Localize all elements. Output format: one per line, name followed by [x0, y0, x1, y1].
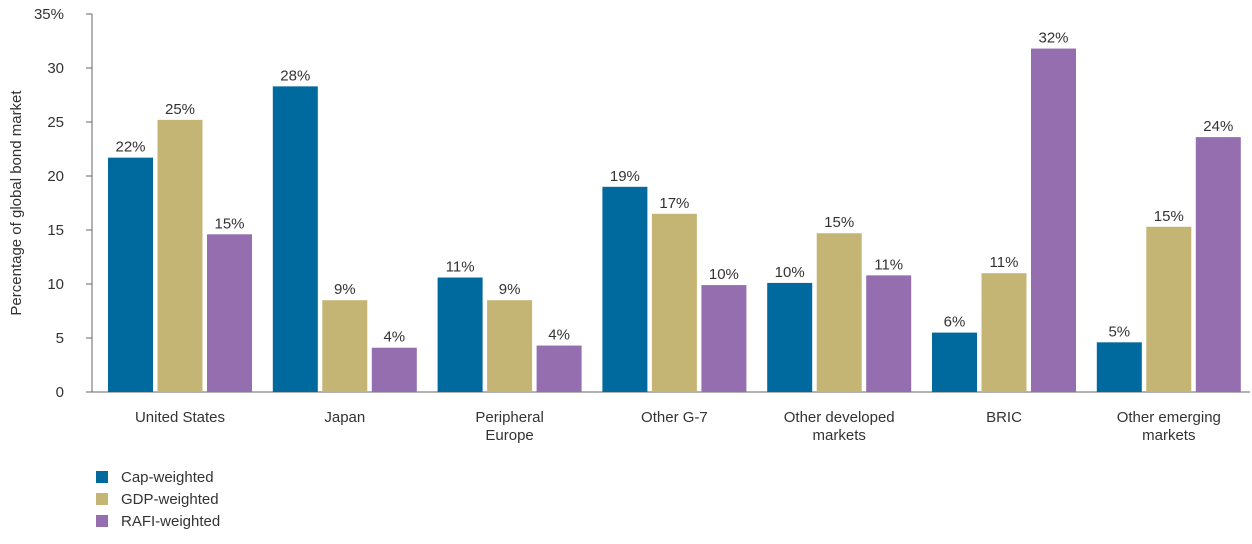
data-label: 10%: [775, 264, 805, 281]
category-label: United States: [135, 409, 225, 426]
category-label: Japan: [324, 409, 365, 426]
bar-rafi-weighted: [866, 275, 912, 392]
bar-rafi-weighted: [1031, 48, 1076, 393]
legend: Cap-weighted GDP-weighted RAFI-weighted: [96, 466, 220, 532]
legend-label-rafi-weighted: RAFI-weighted: [121, 512, 221, 530]
bar-rafi-weighted: [1195, 137, 1241, 392]
data-labels: 22% 25% 15% 28% 9% 4% 11% 9% 4% 19% 17% 10% 10% 15% 11…: [115, 30, 1233, 346]
legend-swatch-cap-weighted: [96, 471, 108, 483]
bar-cap-weighted: [932, 332, 977, 392]
legend-swatch-gdp-weighted: [96, 493, 108, 505]
y-tick-label: 25: [47, 114, 64, 131]
legend-label-gdp-weighted: GDP-weighted: [121, 490, 219, 508]
data-label: 32%: [1038, 30, 1068, 47]
bar-gdp-weighted: [1146, 226, 1192, 392]
y-tick-label: 35%: [34, 6, 64, 23]
data-label: 11%: [990, 254, 1019, 271]
data-label: 17%: [659, 195, 689, 212]
bar-chart: 0 5 10 15 20 25 30 35% United States Japan Periph…: [8, 6, 1250, 444]
data-label: 28%: [280, 67, 310, 84]
y-tick-label: 20: [47, 168, 64, 185]
data-label: 22%: [115, 139, 145, 156]
category-label: Peripheral Europe: [475, 409, 543, 444]
bar-rafi-weighted: [536, 345, 582, 392]
bar-gdp-weighted: [487, 300, 533, 392]
y-axis: 0 5 10 15 20 25 30 35%: [34, 6, 93, 401]
category-label: BRIC: [986, 409, 1022, 426]
category-label: Other G-7: [641, 409, 708, 426]
y-tick-label: 30: [47, 60, 64, 77]
bar-gdp-weighted: [651, 213, 697, 392]
bar-rafi-weighted: [371, 347, 417, 392]
bar-cap-weighted: [1096, 342, 1142, 392]
data-label: 4%: [383, 329, 405, 346]
bar-cap-weighted: [108, 157, 153, 392]
legend-item-gdp-weighted: GDP-weighted: [96, 488, 220, 510]
data-label: 10%: [709, 266, 739, 283]
data-label: 15%: [214, 215, 244, 232]
x-axis: United States Japan Peripheral Europe Other …: [92, 391, 1250, 444]
bar-gdp-weighted: [322, 300, 368, 392]
bar-cap-weighted: [437, 277, 483, 392]
bar-gdp-weighted: [816, 233, 862, 392]
bar-rafi-weighted: [701, 285, 747, 392]
legend-item-cap-weighted: Cap-weighted: [96, 466, 220, 488]
bar-gdp-weighted: [981, 273, 1027, 392]
data-label: 25%: [165, 101, 195, 118]
y-tick-label: 5: [56, 330, 64, 347]
data-label: 5%: [1108, 323, 1130, 340]
bars: [108, 48, 1241, 393]
data-label: 11%: [874, 256, 903, 273]
bar-cap-weighted: [272, 86, 318, 393]
category-label: Other developed markets: [784, 409, 895, 444]
y-axis-label: Percentage of global bond market: [8, 90, 25, 316]
bar-cap-weighted: [602, 186, 648, 392]
data-label: 6%: [944, 314, 966, 331]
data-label: 9%: [334, 281, 356, 298]
legend-label-cap-weighted: Cap-weighted: [121, 468, 214, 486]
y-tick-label: 15: [47, 222, 64, 239]
bar-gdp-weighted: [157, 119, 203, 392]
data-label: 15%: [824, 214, 854, 231]
legend-swatch-rafi-weighted: [96, 515, 108, 527]
data-label: 19%: [610, 168, 640, 185]
data-label: 24%: [1203, 118, 1233, 135]
data-label: 15%: [1154, 208, 1184, 225]
data-label: 9%: [499, 281, 521, 298]
bar-cap-weighted: [767, 282, 813, 392]
data-label: 11%: [446, 259, 475, 276]
bar-rafi-weighted: [207, 234, 252, 392]
y-tick-label: 0: [56, 384, 64, 401]
data-label: 4%: [548, 327, 570, 344]
legend-item-rafi-weighted: RAFI-weighted: [96, 510, 220, 532]
category-label: Other emerging markets: [1117, 409, 1221, 444]
y-tick-label: 10: [47, 276, 64, 293]
